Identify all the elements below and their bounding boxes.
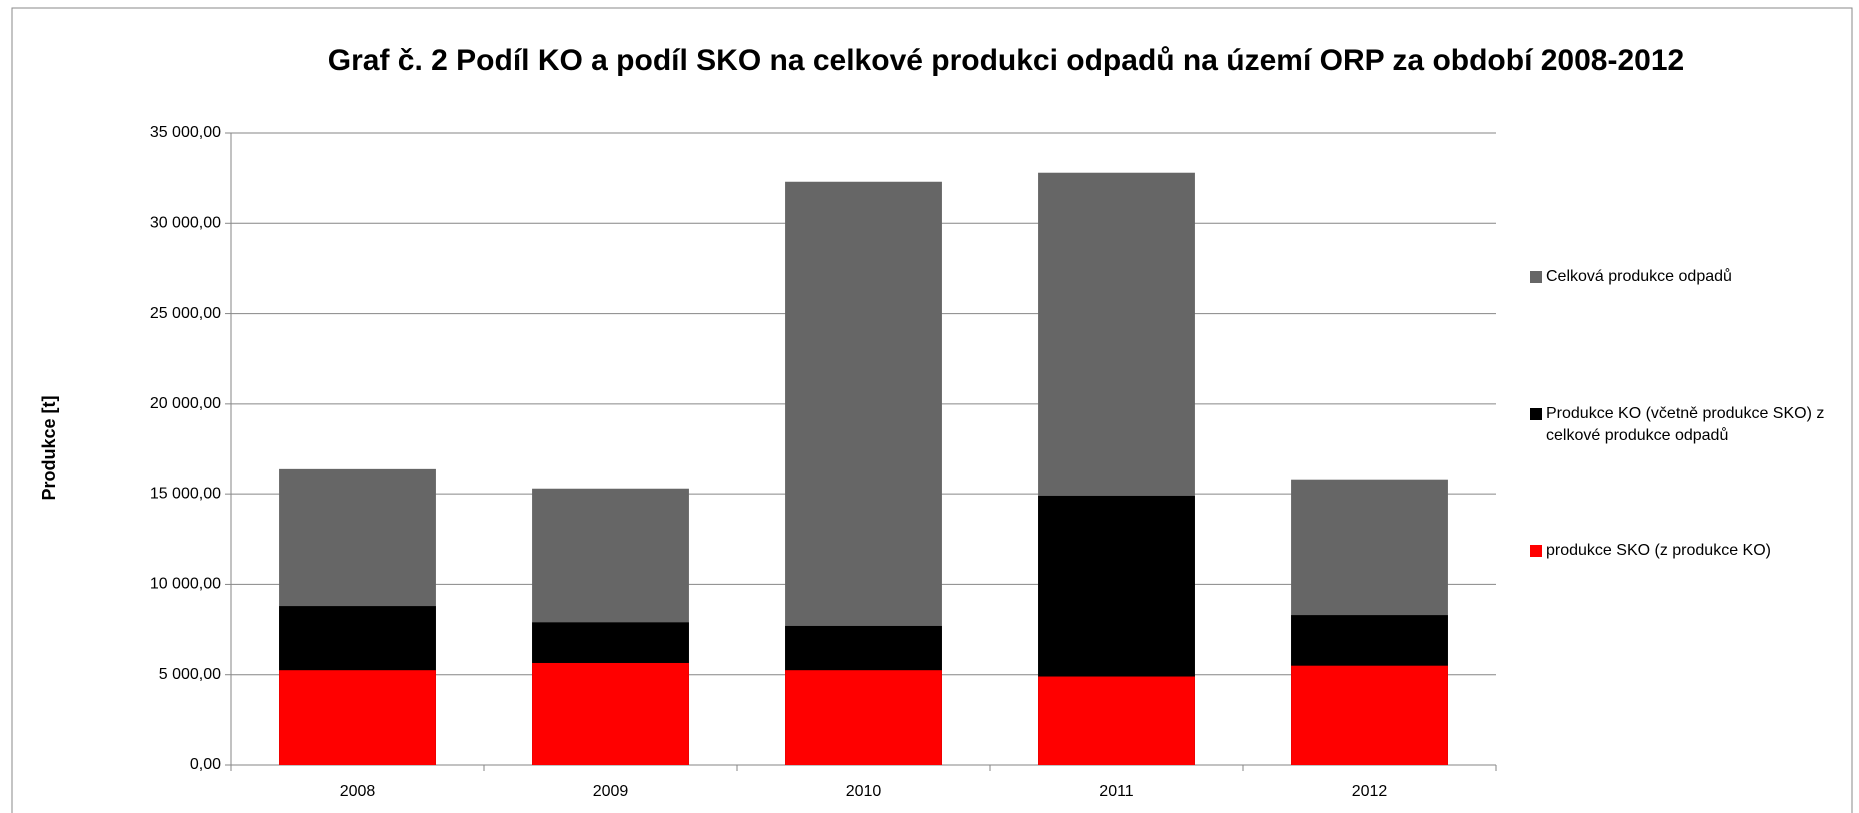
legend-swatch [1530,271,1542,283]
x-tick-label: 2009 [593,783,629,800]
legend-swatch [1530,545,1542,557]
x-tick-label: 2011 [1099,783,1134,800]
x-tick-label: 2012 [1352,783,1388,800]
chart-title: Graf č. 2 Podíl KO a podíl SKO na celkov… [328,44,1684,77]
legend-label: produkce SKO (z produkce KO) [1546,542,1771,559]
y-tick-label: 0,00 [190,756,221,773]
y-tick-label: 20 000,00 [150,395,221,412]
y-tick-label: 25 000,00 [150,305,221,322]
y-tick-label: 35 000,00 [150,124,221,141]
y-tick-label: 15 000,00 [150,485,221,502]
y-tick-label: 10 000,00 [150,576,221,593]
chart-frame [11,7,1853,813]
y-axis-label: Produkce [t] [39,395,59,500]
y-tick-label: 30 000,00 [150,215,221,232]
legend-item: produkce SKO (z produkce KO) [1530,540,1830,562]
y-tick-label: 5 000,00 [159,666,221,683]
bar [532,662,689,765]
legend-item: Produkce KO (včetně produkce SKO) z celk… [1530,403,1830,447]
bar [1291,665,1448,765]
legend-item: Celková produkce odpadů [1530,266,1830,288]
bar [279,670,436,765]
legend-label: Celková produkce odpadů [1546,268,1732,285]
x-tick-label: 2008 [340,783,376,800]
x-tick-label: 2010 [846,783,882,800]
legend-label: Produkce KO (včetně produkce SKO) z celk… [1546,405,1825,444]
bar [1038,676,1195,765]
bar [785,670,942,765]
legend-swatch [1530,408,1542,420]
